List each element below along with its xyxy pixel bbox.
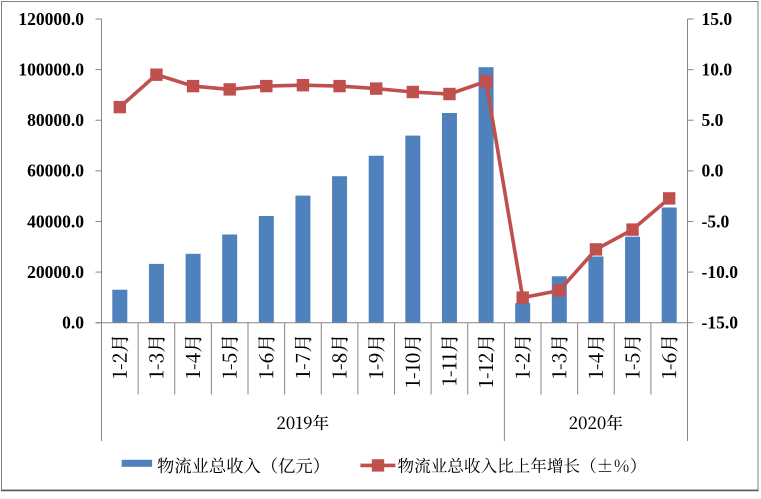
svg-text:20000.0: 20000.0 (27, 262, 84, 282)
svg-text:0.0: 0.0 (62, 313, 84, 333)
svg-text:-5.0: -5.0 (702, 211, 730, 231)
svg-text:100000.0: 100000.0 (18, 59, 84, 79)
svg-text:40000.0: 40000.0 (27, 211, 84, 231)
svg-text:10.0: 10.0 (702, 59, 733, 79)
svg-text:15.0: 15.0 (702, 9, 733, 29)
svg-text:120000.0: 120000.0 (18, 9, 84, 29)
svg-text:0.0: 0.0 (702, 161, 724, 181)
svg-text:60000.0: 60000.0 (27, 161, 84, 181)
svg-text:-10.0: -10.0 (702, 262, 739, 282)
svg-text:5.0: 5.0 (702, 110, 724, 130)
svg-text:-15.0: -15.0 (702, 313, 739, 333)
svg-text:80000.0: 80000.0 (27, 110, 84, 130)
